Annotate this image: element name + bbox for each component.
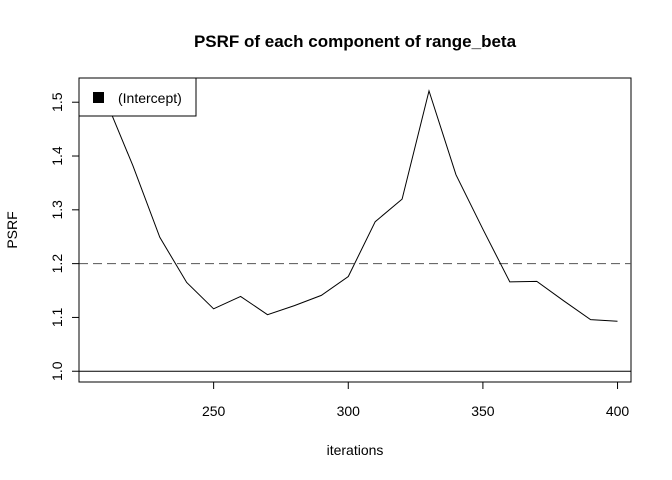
x-tick-label: 400 <box>606 403 630 419</box>
chart-title: PSRF of each component of range_beta <box>194 32 517 51</box>
y-tick-label: 1.0 <box>49 361 65 381</box>
x-tick-label: 300 <box>337 403 361 419</box>
x-tick-label: 350 <box>471 403 495 419</box>
y-tick-label: 1.5 <box>49 92 65 112</box>
y-tick-label: 1.2 <box>49 254 65 274</box>
legend: (Intercept) <box>78 77 197 117</box>
y-tick-label: 1.4 <box>49 146 65 166</box>
legend-entry-intercept: (Intercept) <box>118 90 182 106</box>
y-tick-label: 1.1 <box>49 307 65 327</box>
reference-lines <box>79 263 631 372</box>
y-tick-label: 1.3 <box>49 200 65 220</box>
y-axis-label: PSRF <box>4 211 20 248</box>
legend-swatch-intercept <box>93 92 104 103</box>
plot-area-frame <box>78 77 632 383</box>
x-axis: 250 300 350 400 <box>202 381 630 419</box>
y-axis: 1.0 1.1 1.2 1.3 1.4 1.5 <box>49 92 80 381</box>
x-tick-label: 250 <box>202 403 226 419</box>
series-line-intercept <box>105 89 618 322</box>
x-axis-label: iterations <box>327 442 384 458</box>
